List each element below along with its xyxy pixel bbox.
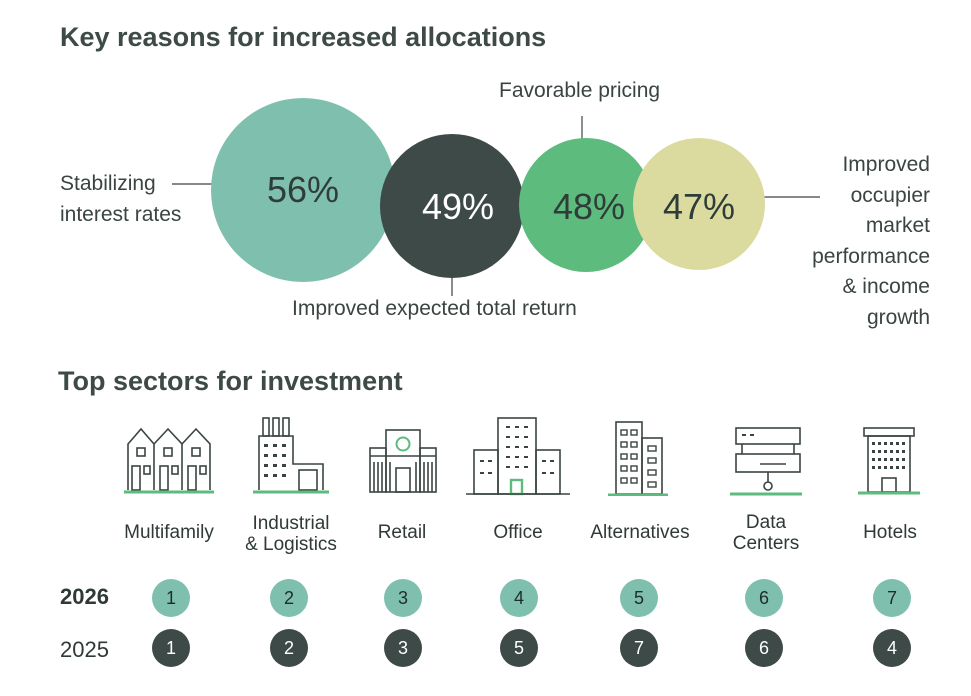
server-rack-icon	[730, 427, 802, 496]
rank-2025-hotels: 4	[873, 629, 911, 667]
bubble-total-return	[380, 134, 524, 278]
rank-2025-alternatives: 7	[620, 629, 658, 667]
rank-2026-data-centers: 6	[745, 579, 783, 617]
rank-2025-retail: 3	[384, 629, 422, 667]
bubble-chart	[172, 98, 820, 296]
label-total-return: Improved expected total return	[292, 297, 577, 320]
sector-label-office: Office	[493, 522, 543, 543]
rank-2025-multifamily: 1	[152, 629, 190, 667]
value-total-return: 49%	[421, 186, 495, 227]
rank-2026-multifamily: 1	[152, 579, 190, 617]
rank-2026-industrial: 2	[270, 579, 308, 617]
sector-label-retail: Retail	[377, 522, 427, 543]
value-pricing: 48%	[552, 186, 626, 227]
sector-label-alternatives: Alternatives	[590, 522, 690, 543]
reasons-title: Key reasons for increased allocations	[60, 22, 547, 52]
sector-label-industrial: Industrial & Logistics	[245, 513, 337, 555]
rank-2026-retail: 3	[384, 579, 422, 617]
rank-2026-office: 4	[500, 579, 538, 617]
label-occupier: Improved occupier market performance & i…	[812, 153, 930, 329]
year-label-2026: 2026	[60, 584, 109, 609]
sector-label-data-centers: Data Centers	[732, 512, 800, 554]
rank-2026-alternatives: 5	[620, 579, 658, 617]
bubble-occupier	[633, 138, 765, 270]
sector-label-multifamily: Multifamily	[124, 522, 214, 543]
factory-icon	[253, 417, 329, 494]
year-label-2025: 2025	[60, 637, 109, 662]
sectors-title: Top sectors for investment	[58, 366, 403, 396]
bubble-stabilizing	[211, 98, 395, 282]
office-building-icon	[466, 417, 570, 496]
tower-building-icon	[608, 421, 668, 496]
bubble-pricing	[519, 138, 653, 272]
rank-2025-industrial: 2	[270, 629, 308, 667]
value-occupier: 47%	[662, 186, 736, 227]
sector-label-hotels: Hotels	[863, 522, 917, 543]
label-stabilizing: Stabilizing interest rates	[60, 172, 182, 226]
hotel-icon	[858, 427, 920, 495]
rank-2026-hotels: 7	[873, 579, 911, 617]
multifamily-icon	[124, 427, 214, 494]
label-pricing: Favorable pricing	[499, 79, 661, 102]
rank-2025-data-centers: 6	[745, 629, 783, 667]
retail-store-icon	[369, 429, 437, 493]
value-stabilizing: 56%	[266, 169, 340, 210]
rank-2025-office: 5	[500, 629, 538, 667]
